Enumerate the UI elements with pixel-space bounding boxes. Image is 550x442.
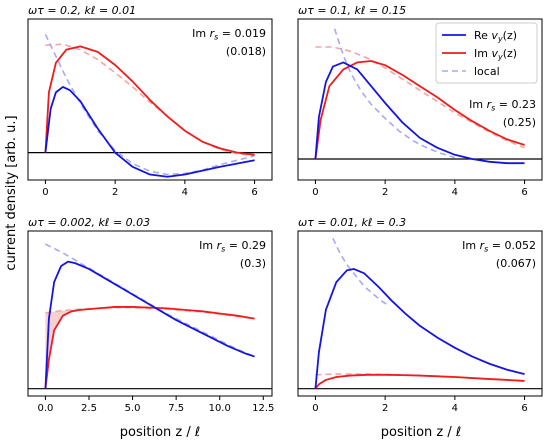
x-axis-label-left: position z / ℓ <box>120 425 200 440</box>
panel-title: ωτ = 0.002, kℓ = 0.03 <box>28 216 150 229</box>
shaded-region <box>45 308 98 389</box>
x-tick-label: 2 <box>382 187 388 198</box>
x-tick-label: 4 <box>452 187 458 198</box>
series-line-im <box>314 373 525 390</box>
annotation-paren: (0.067) <box>496 257 536 270</box>
annotation-value: Im rs = 0.052 <box>462 239 536 254</box>
x-tick-label: 0 <box>312 403 318 414</box>
annotation-paren: (0.3) <box>240 257 266 270</box>
series-line-local-re <box>45 243 255 358</box>
series-line-re <box>44 260 255 389</box>
panel-2: 0 2 4 6 ωτ = 0.1, kℓ = 0.15 Im rs = 0.23 (0.25… <box>297 4 543 198</box>
plot-area <box>28 33 272 178</box>
legend-label-im: Im vy(z) <box>474 47 517 62</box>
x-tick-label: 4 <box>182 187 188 198</box>
x-tick-label: 0.0 <box>37 403 53 414</box>
panel-3: 0.0 2.5 5.0 7.5 10.0 12.5 ωτ = 0.002, kℓ = 0.0… <box>27 216 274 414</box>
x-tick-label: 7.5 <box>168 403 184 414</box>
series-line-re <box>314 61 525 165</box>
annotation-value: Im rs = 0.29 <box>199 239 266 254</box>
plot-area <box>298 28 542 165</box>
x-tick-label: 2 <box>382 403 388 414</box>
annotation-value: Im rs = 0.23 <box>469 98 536 113</box>
plot-area <box>28 243 272 390</box>
panels: 0 2 4 6 ωτ = 0.2, kℓ = 0.01 Im rs = 0.019 (0.0… <box>27 4 543 414</box>
series-line-im <box>44 306 255 389</box>
series-line-local-re <box>332 237 390 307</box>
axes-frame <box>297 230 543 397</box>
x-tick-label: 12.5 <box>252 403 274 414</box>
x-tick-label: 6 <box>251 187 257 198</box>
legend-label-re: Re vy(z) <box>474 29 517 44</box>
panel-1: 0 2 4 6 ωτ = 0.2, kℓ = 0.01 Im rs = 0.019 (0.0… <box>27 4 273 198</box>
series-line-local-im <box>45 43 255 157</box>
series-line-im <box>44 45 255 156</box>
series-line-local-im <box>315 46 525 149</box>
y-axis-label: current density [arb. u.] <box>4 115 19 270</box>
x-tick-label: 4 <box>452 403 458 414</box>
x-tick-label: 0 <box>42 187 48 198</box>
x-tick-label: 0 <box>312 187 318 198</box>
x-axis-label-right: position z / ℓ <box>381 425 461 440</box>
series-line-im <box>314 60 525 160</box>
series-line-local-re <box>44 33 255 176</box>
x-tick-label: 6 <box>521 403 527 414</box>
annotation-paren: (0.018) <box>226 45 266 58</box>
panel-title: ωτ = 0.2, kℓ = 0.01 <box>28 4 136 17</box>
series-line-re <box>44 86 255 178</box>
panel-title: ωτ = 0.01, kℓ = 0.3 <box>298 216 406 229</box>
x-tick-label: 6 <box>521 187 527 198</box>
annotation-value: Im rs = 0.019 <box>192 27 266 42</box>
panel-title: ωτ = 0.1, kℓ = 0.15 <box>298 4 406 17</box>
x-tick-label: 10.0 <box>209 403 231 414</box>
x-tick-label: 2 <box>112 187 118 198</box>
legend-label-local: local <box>474 65 500 78</box>
panel-4: 0 2 4 6 ωτ = 0.01, kℓ = 0.3 Im rs = 0.052 (0.0… <box>297 216 543 414</box>
legend-box <box>435 22 538 84</box>
axes-frame <box>297 18 543 181</box>
axes-frame <box>27 230 273 397</box>
x-tick-label: 2.5 <box>81 403 97 414</box>
axes-frame <box>27 18 273 181</box>
x-tick-label: 5.0 <box>125 403 141 414</box>
series-line-re <box>314 268 525 389</box>
legend: Re vy(z) Im vy(z) local <box>435 22 538 84</box>
annotation-paren: (0.25) <box>503 116 536 129</box>
plot-area <box>298 237 542 390</box>
